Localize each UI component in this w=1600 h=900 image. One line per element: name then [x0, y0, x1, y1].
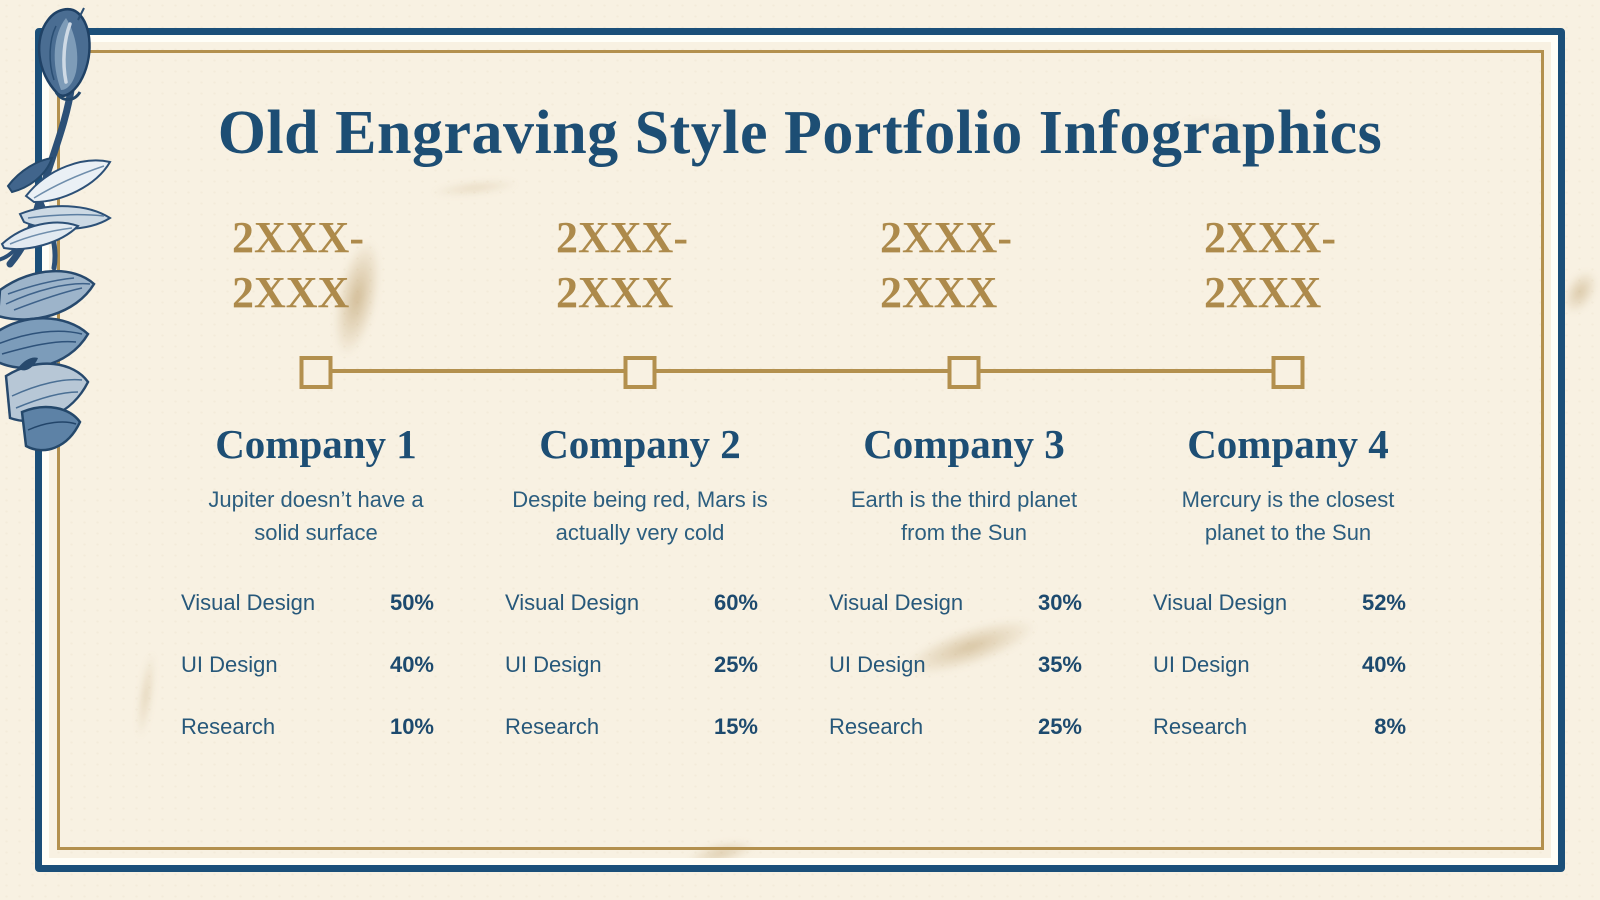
company-description: Earth is the third planet from the Sun	[819, 483, 1109, 549]
description-line: solid surface	[254, 520, 378, 545]
timeline-column-2: 2XXX- 2XXX Company 2 Despite being red, …	[478, 0, 802, 900]
company-description: Despite being red, Mars is actually very…	[495, 483, 785, 549]
stat-row: UI Design 25%	[505, 652, 758, 678]
stat-value: 25%	[1037, 714, 1082, 739]
stat-label: UI Design	[181, 652, 278, 677]
inner-gold-frame	[57, 50, 1544, 850]
stat-label: UI Design	[505, 652, 602, 677]
company-title: Company 2	[539, 421, 741, 467]
stat-row: UI Design 35%	[829, 652, 1082, 678]
stat-value: 40%	[389, 652, 434, 677]
date-line: 2XXX	[232, 268, 350, 317]
stat-label: Visual Design	[181, 590, 316, 615]
timeline: 2XXX- 2XXX Company 1 Jupiter doesn’t hav…	[154, 0, 1450, 900]
slide-title: Old Engraving Style Portfolio Infographi…	[217, 99, 1383, 167]
date-line: 2XXX	[880, 268, 998, 317]
timeline-column-1: 2XXX- 2XXX Company 1 Jupiter doesn’t hav…	[154, 0, 478, 900]
stat-label: Visual Design	[505, 590, 640, 615]
description-line: planet to the Sun	[1204, 520, 1372, 545]
description-line: actually very cold	[555, 520, 725, 545]
stat-row: Visual Design 52%	[1153, 590, 1406, 616]
stat-row: UI Design 40%	[181, 652, 434, 678]
date-range: 2XXX- 2XXX	[880, 210, 1012, 320]
stat-row: Research 10%	[181, 714, 434, 740]
timeline-node	[947, 356, 981, 389]
date-range: 2XXX- 2XXX	[1204, 210, 1336, 320]
timeline-column-3: 2XXX- 2XXX Company 3 Earth is the third …	[802, 0, 1126, 900]
stat-label: Visual Design	[1153, 590, 1288, 615]
description-line: Jupiter doesn’t have a	[208, 487, 424, 512]
timeline-node	[1271, 356, 1305, 389]
stat-row: Visual Design 50%	[181, 590, 434, 616]
timeline-node	[623, 356, 657, 389]
stat-label: UI Design	[829, 652, 926, 677]
stat-value: 10%	[389, 714, 434, 739]
date-line: 2XXX-	[1204, 213, 1336, 262]
timeline-connector-line	[316, 369, 1289, 373]
flower-engraving-illustration	[0, 7, 112, 452]
date-line: 2XXX	[1204, 268, 1322, 317]
stat-value: 52%	[1361, 590, 1406, 615]
stat-label: Research	[829, 714, 924, 739]
company-title: Company 1	[215, 421, 417, 467]
description-line: Earth is the third planet	[850, 487, 1078, 512]
description-line: from the Sun	[901, 520, 1027, 545]
stat-row: Research 15%	[505, 714, 758, 740]
company-description: Jupiter doesn’t have a solid surface	[171, 483, 461, 549]
date-line: 2XXX-	[880, 213, 1012, 262]
date-range: 2XXX- 2XXX	[556, 210, 688, 320]
company-title: Company 3	[863, 421, 1065, 467]
stat-value: 50%	[389, 590, 434, 615]
date-line: 2XXX-	[556, 213, 688, 262]
date-line: 2XXX-	[232, 213, 364, 262]
date-range: 2XXX- 2XXX	[232, 210, 364, 320]
stat-value: 8%	[1374, 714, 1406, 739]
description-line: Mercury is the closest	[1181, 487, 1395, 512]
stat-row: Visual Design 30%	[829, 590, 1082, 616]
stat-label: Research	[181, 714, 276, 739]
stat-row: Research 25%	[829, 714, 1082, 740]
timeline-column-4: 2XXX- 2XXX Company 4 Mercury is the clos…	[1126, 0, 1450, 900]
company-description: Mercury is the closest planet to the Sun	[1143, 483, 1433, 549]
stat-label: Research	[505, 714, 600, 739]
timeline-node	[299, 356, 333, 389]
date-line: 2XXX	[556, 268, 674, 317]
stat-label: UI Design	[1153, 652, 1250, 677]
stat-row: UI Design 40%	[1153, 652, 1406, 678]
stat-value: 15%	[713, 714, 758, 739]
stat-row: Visual Design 60%	[505, 590, 758, 616]
stat-value: 40%	[1361, 652, 1406, 677]
stat-value: 35%	[1037, 652, 1082, 677]
stat-label: Research	[1153, 714, 1248, 739]
stat-value: 25%	[713, 652, 758, 677]
stat-label: Visual Design	[829, 590, 964, 615]
stat-value: 60%	[713, 590, 758, 615]
stat-value: 30%	[1037, 590, 1082, 615]
description-line: Despite being red, Mars is	[512, 487, 768, 512]
company-title: Company 4	[1187, 421, 1389, 467]
stat-row: Research 8%	[1153, 714, 1406, 740]
